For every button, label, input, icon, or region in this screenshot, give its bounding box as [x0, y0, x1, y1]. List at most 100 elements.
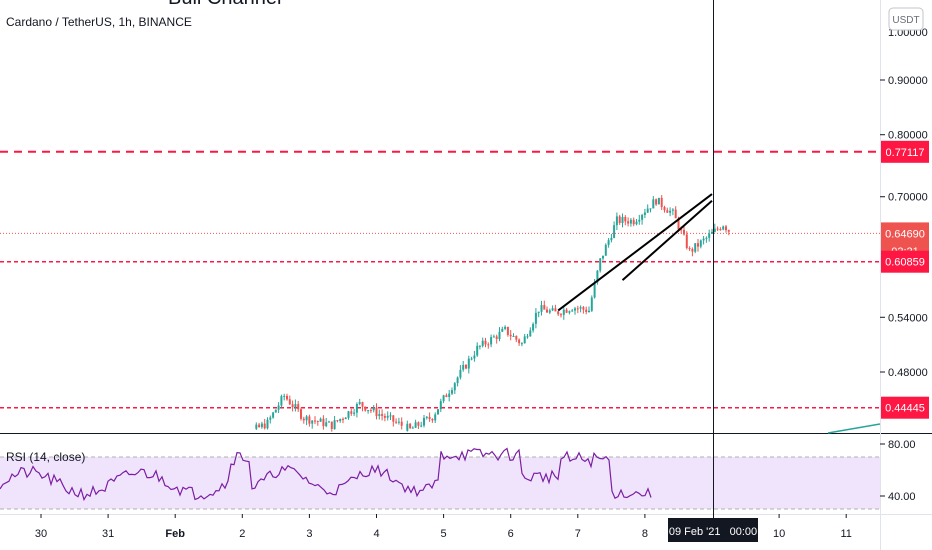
- candle-body: [397, 421, 400, 423]
- candle-body: [417, 422, 420, 426]
- candle-body: [691, 249, 694, 252]
- candle-body: [557, 311, 560, 315]
- candle-body: [713, 228, 716, 232]
- candle-body: [448, 393, 451, 397]
- candle-body: [269, 417, 272, 420]
- candle-body: [437, 409, 439, 415]
- currency-badge-label: USDT: [892, 15, 919, 26]
- channel-trendline[interactable]: [557, 193, 713, 312]
- candle-body: [571, 310, 574, 312]
- candle-body: [554, 308, 557, 312]
- candle-body: [445, 395, 448, 397]
- symbol-description: Cardano / TetherUS, 1h, BINANCE: [6, 15, 192, 29]
- candle-body: [353, 412, 356, 414]
- candle-body: [599, 258, 602, 271]
- price-tag-label: 0.60859: [885, 257, 925, 269]
- price-tag-label: 0.77117: [886, 147, 925, 159]
- candle-body: [300, 409, 302, 419]
- candle-body: [652, 199, 655, 209]
- candle-body: [663, 207, 666, 211]
- price-tick-label: 0.48000: [888, 367, 928, 379]
- candle-body: [725, 226, 727, 231]
- time-tick-label: 10: [773, 528, 785, 540]
- candle-body: [439, 401, 442, 410]
- candle-body: [621, 217, 624, 223]
- candle-body: [697, 243, 699, 247]
- candle-body: [453, 383, 456, 391]
- candle-body: [411, 427, 414, 429]
- candle-body: [688, 248, 691, 249]
- candle-body: [632, 219, 635, 225]
- candle-body: [476, 345, 479, 356]
- price-tag-label: 0.44445: [885, 403, 925, 415]
- candle-body: [649, 208, 652, 210]
- candle-body: [657, 197, 660, 205]
- candle-body: [383, 416, 386, 418]
- candle-body: [375, 407, 378, 417]
- candle-body: [629, 219, 632, 224]
- candle-body: [674, 209, 677, 219]
- candle-body: [378, 414, 381, 416]
- candle-body: [286, 395, 288, 400]
- candle-body: [526, 336, 529, 338]
- candle-body: [635, 221, 638, 225]
- candle-body: [498, 331, 501, 339]
- candle-body: [711, 231, 713, 234]
- crosshair-time-label-background: [668, 518, 758, 542]
- crosshair-time-label: 09 Feb '21 00:00: [669, 526, 757, 538]
- time-tick-label: 6: [508, 528, 514, 540]
- candle-body: [562, 309, 565, 315]
- candle-body: [638, 219, 641, 222]
- channel-trendline[interactable]: [621, 199, 713, 281]
- candle-body: [593, 282, 596, 298]
- candle-body: [319, 418, 322, 422]
- candle-body: [607, 240, 610, 245]
- candle-body: [534, 312, 537, 324]
- currency-badge-box[interactable]: [888, 7, 924, 31]
- candle-body: [532, 323, 535, 331]
- candle-body: [565, 309, 568, 313]
- candle-body: [414, 422, 417, 428]
- candle-body: [406, 423, 409, 431]
- candle-body: [381, 414, 384, 416]
- candle-body: [266, 419, 269, 429]
- candle-body: [395, 421, 398, 423]
- time-tick-label: 4: [373, 528, 379, 540]
- candle-body: [263, 423, 266, 429]
- price-tag-level: [881, 140, 929, 163]
- aux-trendline[interactable]: [827, 423, 881, 434]
- candle-body: [487, 344, 490, 346]
- candle-body: [364, 406, 367, 411]
- candle-body: [328, 421, 330, 423]
- candle-body: [283, 395, 286, 397]
- price-tag-last: [881, 222, 929, 245]
- candle-body: [442, 395, 445, 402]
- time-tick-label: 3: [306, 528, 312, 540]
- candle-body: [702, 238, 705, 241]
- candle-body: [274, 409, 277, 413]
- candle-body: [305, 416, 308, 421]
- candle-body: [546, 309, 548, 313]
- candle-body: [400, 421, 403, 426]
- price-tag-label: 0.64690: [885, 228, 925, 240]
- candle-body: [344, 417, 347, 420]
- candle-body: [311, 420, 314, 424]
- candle-body: [260, 423, 263, 428]
- candle-body: [560, 314, 562, 316]
- candle-body: [585, 309, 588, 312]
- candle-body: [339, 418, 342, 421]
- candle-body: [602, 255, 604, 259]
- candle-body: [716, 228, 719, 230]
- candle-body: [470, 358, 473, 360]
- candle-body: [523, 336, 526, 344]
- time-tick-label: Feb: [165, 528, 185, 540]
- time-tick-label: 11: [840, 528, 851, 540]
- time-tick-label: 7: [575, 528, 581, 540]
- candle-body: [627, 221, 630, 224]
- price-tick-label: 0.70000: [888, 192, 928, 204]
- candle-body: [434, 414, 437, 421]
- candle-body: [655, 199, 658, 205]
- candle-body: [506, 326, 509, 335]
- candle-body: [308, 416, 311, 424]
